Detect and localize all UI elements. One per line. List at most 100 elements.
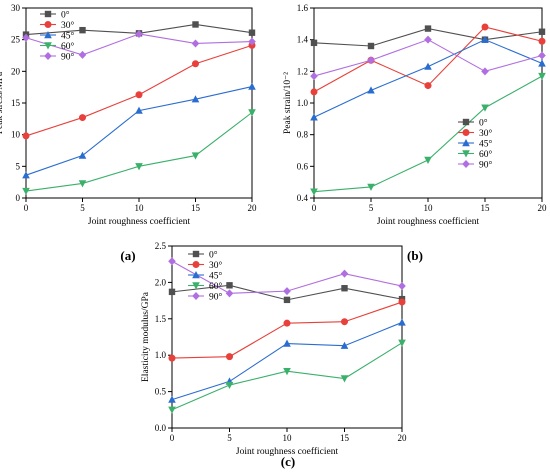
y-tick-label: 1.5 [155,314,167,324]
legend-marker [462,139,470,147]
y-tick-label: 0.0 [155,423,167,433]
data-point [481,104,489,112]
y-tick-label: 1.6 [297,3,309,13]
y-tick-label: 10 [11,130,21,140]
data-point [398,298,406,306]
legend-marker [192,292,200,300]
data-point [283,319,291,327]
data-point [283,339,291,347]
data-point [168,406,176,414]
data-point [78,180,87,188]
x-tick-label: 10 [424,203,434,213]
legend-marker [192,271,200,279]
legend-label: 60° [479,149,493,160]
y-tick-label: 0 [16,193,21,203]
x-axis-label: Joint roughness coefficient [236,446,339,457]
y-tick-label: 1.2 [297,66,308,76]
data-point [538,51,546,60]
data-point [168,257,176,266]
data-point [248,82,256,90]
panel-b: (b) 0 5 10 15 20 0.4 0.6 0.8 1.0 1.2 1.4 1.6 Joint r… [283,3,547,263]
x-axis-label: Joint roughness coefficient [88,216,191,227]
data-point [168,354,176,362]
y-tick-label: 30 [11,3,21,13]
data-point [367,42,375,50]
data-point [22,33,30,42]
data-point [283,296,291,304]
data-point [22,171,30,179]
legend-label: 45° [479,139,493,150]
x-tick-label: 0 [170,433,175,443]
data-point [226,282,233,289]
data-point [538,72,546,81]
data-point [135,29,143,38]
x-tick-label: 10 [283,433,293,443]
data-point [168,395,176,403]
y-tick-label: 0.4 [297,193,309,203]
data-point [226,353,233,361]
data-point [424,62,432,70]
legend-label: 60° [61,41,75,52]
y-axis-label: Elasticity modulus/GPa [141,291,151,382]
x-tick-label: 0 [24,203,29,213]
panel-b-label: (b) [407,248,423,263]
data-point [538,28,546,35]
series-line-3 [25,112,253,192]
data-point [424,35,432,44]
panel-c: (c) 0 5 10 15 20 0.0 0.5 1.0 1.5 2.0 2.5 Joint roug… [141,241,407,469]
series-line-3 [313,75,543,193]
data-point [283,287,291,296]
data-point [481,35,489,43]
legend-label: 90° [61,52,75,63]
legend-marker [192,250,200,258]
data-point [78,50,87,59]
data-point [367,183,375,191]
y-tick-label: 15 [11,98,21,108]
legend-label: 0° [209,250,218,261]
series-line-1 [25,44,253,137]
data-point [22,132,30,140]
legend-marker [44,52,52,60]
data-point [168,288,176,296]
data-point [79,114,86,122]
x-tick-label: 5 [80,203,85,213]
y-tick-label: 1.4 [297,35,309,45]
data-point [22,187,30,196]
data-point [191,39,200,48]
legend-label: 0° [479,118,488,129]
x-tick-label: 20 [398,433,408,443]
data-point [225,289,234,298]
data-point [424,25,432,32]
data-point [191,152,200,160]
data-point [191,95,200,103]
data-point [367,56,375,65]
x-tick-label: 15 [340,433,350,443]
data-point [538,37,546,45]
x-axis-label: Joint roughness coefficient [377,216,480,227]
y-tick-label: 1.0 [155,350,167,360]
data-point [310,88,318,96]
data-point [424,82,432,90]
y-tick-label: 2.5 [155,241,167,251]
x-tick-label: 0 [312,203,317,213]
legend-marker [462,129,470,136]
legend-label: 45° [209,271,223,282]
data-point [310,72,318,81]
legend-label: 90° [209,292,223,303]
data-point [481,23,489,31]
y-axis-label: Peak strain/10⁻² [283,72,293,134]
y-tick-label: 5 [16,161,21,171]
panel-a: (a) 0 5 10 15 20 0 5 10 15 20 25 30 Joint roughness … [0,3,257,263]
data-point [248,37,256,46]
data-point [340,269,349,278]
data-point [135,106,143,114]
y-axis-label: Peak stress/MPa [0,71,5,134]
series-line-3 [171,342,403,411]
data-point [538,59,546,67]
legend-marker [462,118,470,126]
data-point [340,375,349,383]
series-line-2 [313,39,543,118]
data-point [367,86,375,94]
x-tick-label: 20 [538,203,548,213]
